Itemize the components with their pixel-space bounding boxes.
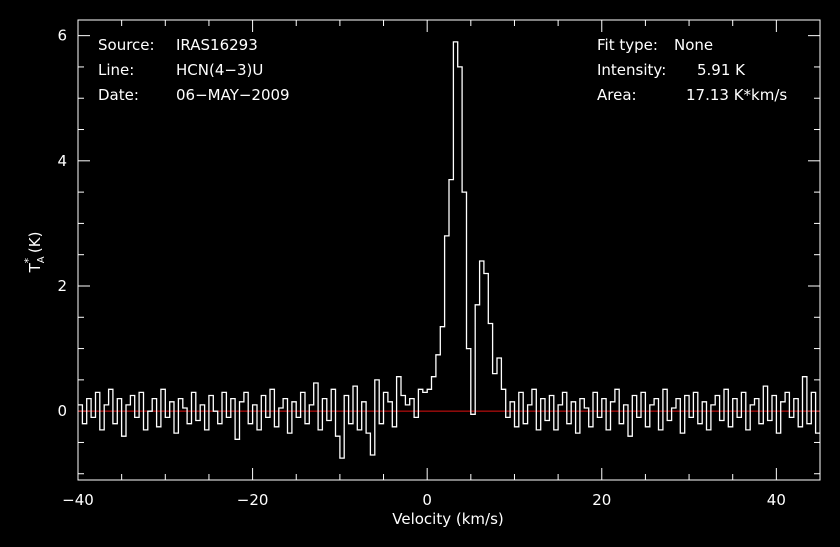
date-label: Date: <box>98 86 139 104</box>
x-tick-label: −40 <box>62 491 94 509</box>
line-label: Line: <box>98 61 134 79</box>
date-value: 06−MAY−2009 <box>176 86 290 104</box>
y-axis-label-sub: A <box>36 256 47 263</box>
x-tick-label: −20 <box>237 491 269 509</box>
intensity-value: 5.91 K <box>697 61 746 79</box>
y-axis-label-main: T <box>26 262 44 273</box>
fit-type-value: None <box>674 36 713 54</box>
y-axis-label: TA* (K) <box>22 232 47 274</box>
area-value: 17.13 K*km/s <box>686 86 787 104</box>
intensity-label: Intensity: <box>597 61 666 79</box>
axis-ticks <box>77 20 821 480</box>
source-label: Source: <box>98 36 155 54</box>
x-tick-label: 0 <box>422 491 432 509</box>
axis-tick-labels: −40 −20 0 20 40 0 2 4 6 <box>57 27 785 509</box>
y-tick-label: 0 <box>57 402 67 420</box>
x-axis-label: Velocity (km/s) <box>392 510 503 528</box>
source-value: IRAS16293 <box>176 36 258 54</box>
y-tick-label: 2 <box>57 277 67 295</box>
x-tick-label: 20 <box>592 491 611 509</box>
y-tick-label: 6 <box>57 27 67 45</box>
y-tick-label: 4 <box>57 152 67 170</box>
line-value: HCN(4−3)U <box>176 61 263 79</box>
y-axis-label-sup: * <box>22 257 35 263</box>
plot-frame <box>77 19 821 481</box>
x-tick-label: 40 <box>767 491 786 509</box>
spectrum-series-line <box>78 41 820 459</box>
fit-type-label: Fit type: <box>597 36 658 54</box>
area-label: Area: <box>597 86 637 104</box>
y-axis-label-unit: (K) <box>26 232 44 258</box>
